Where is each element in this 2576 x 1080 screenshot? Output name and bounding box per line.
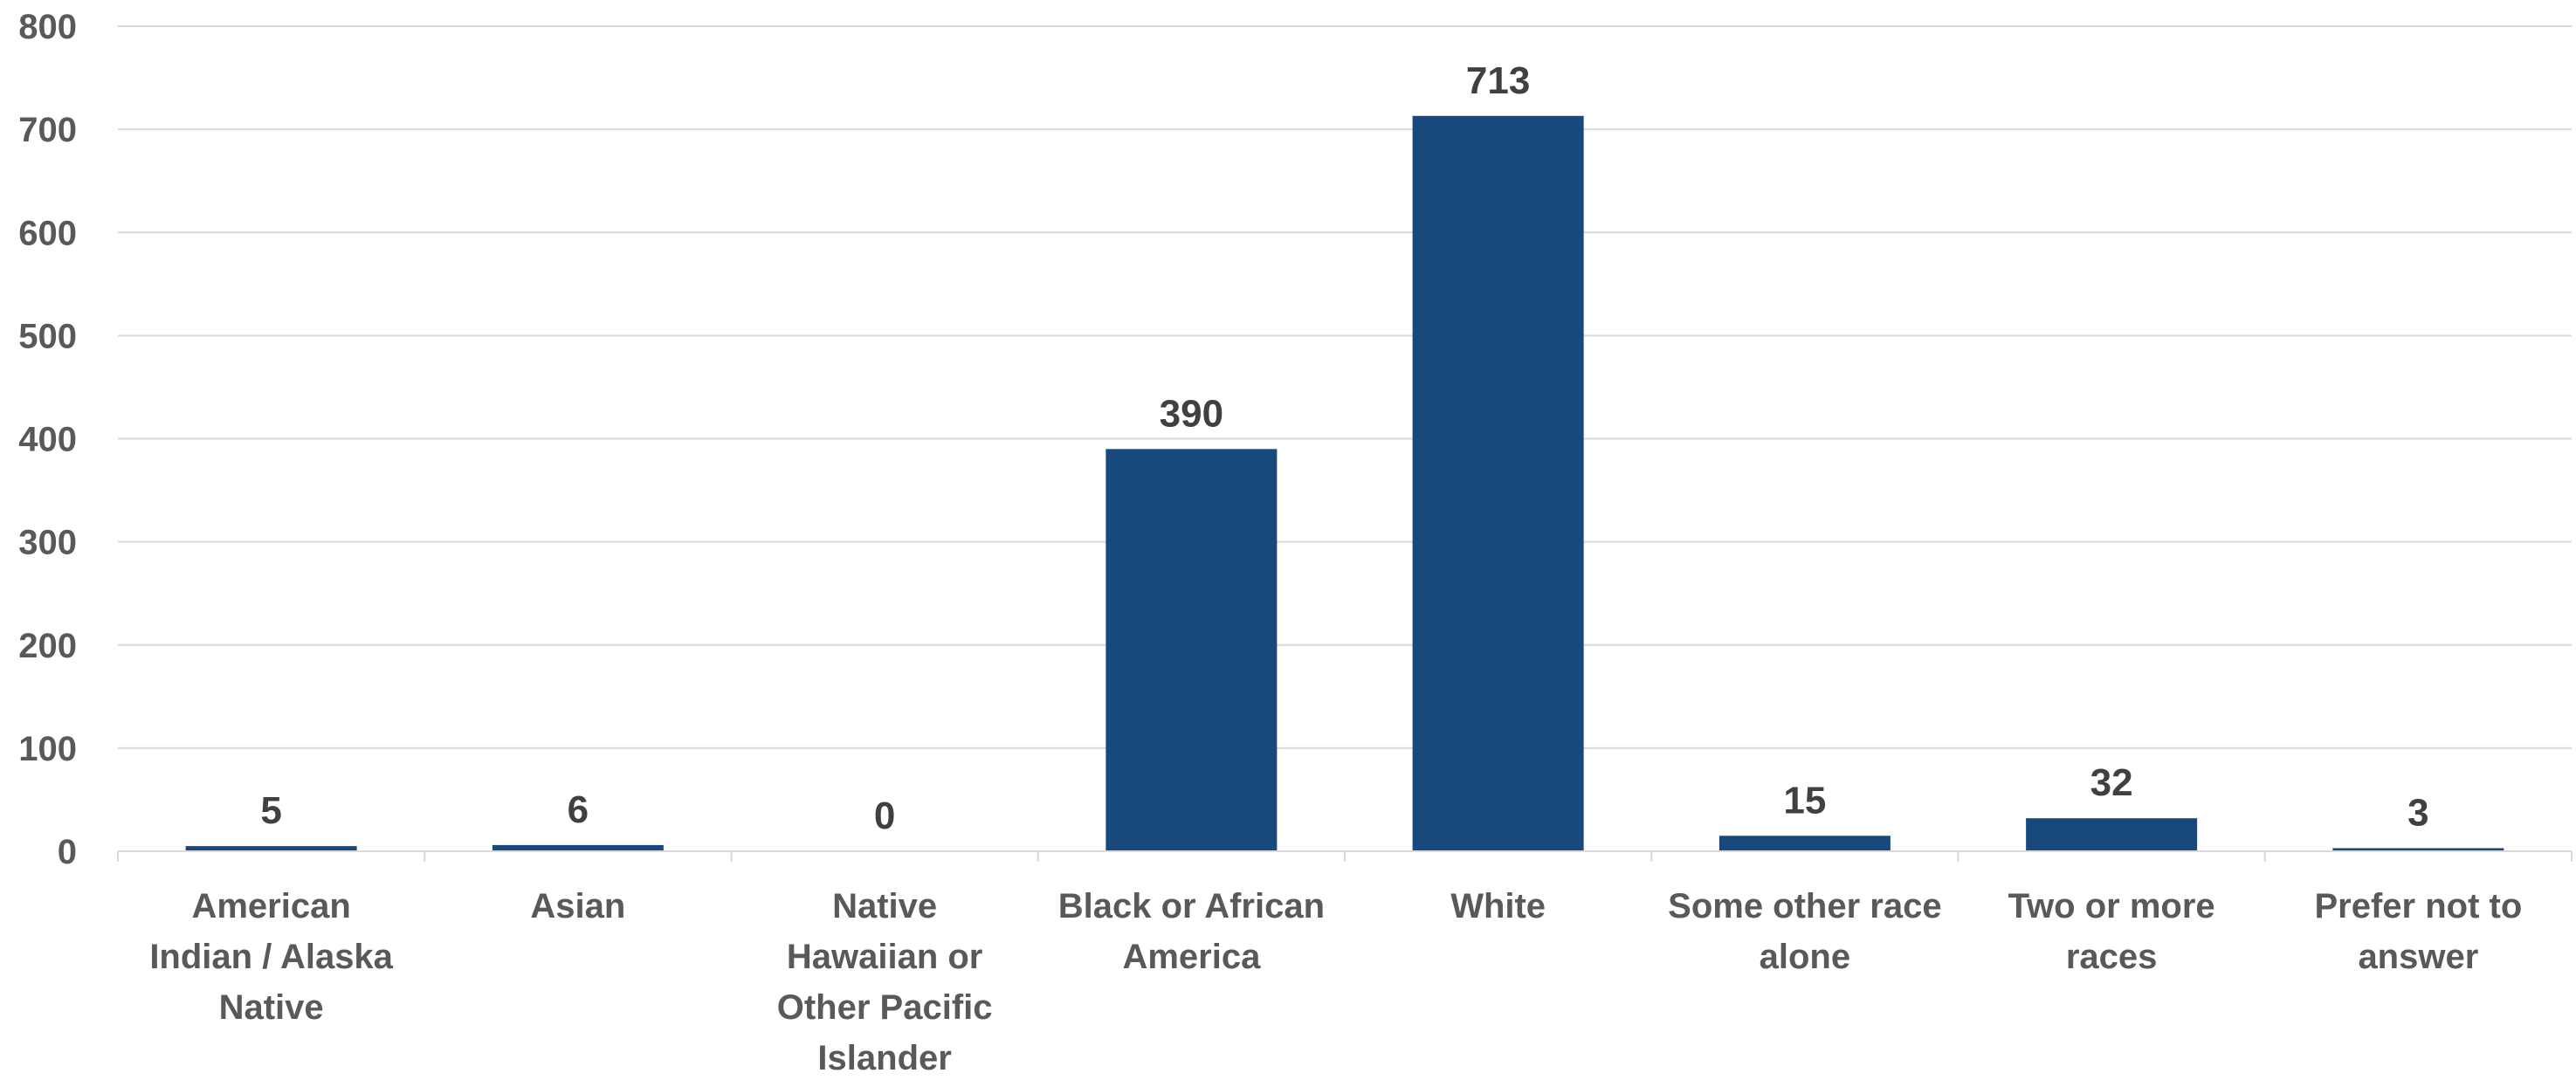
category-label-line: Other Pacific <box>777 988 993 1027</box>
bar <box>492 844 664 851</box>
category-label-line: Two or more <box>2008 887 2215 925</box>
y-tick-label: 500 <box>18 317 77 355</box>
bar <box>1105 449 1278 851</box>
data-label: 0 <box>874 795 895 837</box>
category-label-line: Black or African <box>1058 887 1325 925</box>
category-label-line: Some other race <box>1668 887 1941 925</box>
category-label: Native Hawaiian or Other Pacific Islander <box>777 887 993 1077</box>
category-label-line: Native <box>832 887 937 925</box>
category-label-line: alone <box>1760 938 1850 976</box>
y-tick-label: 300 <box>18 524 77 562</box>
category-label-line: Native <box>219 988 324 1027</box>
y-tick-label: 0 <box>58 833 77 871</box>
category-labels: American Indian / Alaska Native Asian Native… <box>149 887 2522 1077</box>
data-label: 6 <box>568 788 589 831</box>
data-labels: 5 6 0 390 713 15 32 3 <box>260 59 2428 837</box>
data-label: 15 <box>1783 779 1826 822</box>
data-label: 713 <box>1466 59 1530 102</box>
category-label-line: White <box>1450 887 1546 925</box>
category-label: Two or more races <box>2008 887 2215 976</box>
category-label: Black or African America <box>1058 887 1325 976</box>
y-tick-label: 600 <box>18 214 77 252</box>
category-label-line: races <box>2066 938 2158 976</box>
data-label: 5 <box>260 789 281 832</box>
category-label: American Indian / Alaska Native <box>149 887 393 1027</box>
y-tick-label: 700 <box>18 111 77 149</box>
category-label: Asian <box>530 887 625 925</box>
bar <box>2026 818 2198 851</box>
bar <box>185 846 357 851</box>
category-label-line: Prefer not to <box>2314 887 2522 925</box>
bar <box>2332 848 2504 851</box>
category-label: White <box>1450 887 1546 925</box>
category-label-line: America <box>1122 938 1261 976</box>
y-axis-tick-labels: 0 100 200 300 400 500 600 700 800 <box>18 8 77 871</box>
y-tick-label: 800 <box>18 8 77 46</box>
x-axis <box>117 850 2573 862</box>
category-label-line: Islander <box>817 1039 951 1077</box>
category-label: Some other race alone <box>1668 887 1941 976</box>
category-label-line: Indian / Alaska <box>149 938 393 976</box>
category-label-line: answer <box>2358 938 2478 976</box>
gridlines <box>118 25 2572 749</box>
y-tick-label: 200 <box>18 627 77 665</box>
category-label-line: Asian <box>530 887 625 925</box>
category-label-line: American <box>191 887 350 925</box>
category-label-line: Hawaiian or <box>787 938 983 976</box>
category-label: Prefer not to answer <box>2314 887 2522 976</box>
y-tick-label: 100 <box>18 730 77 768</box>
bars <box>185 115 2504 852</box>
bar <box>1718 836 1891 851</box>
data-label: 390 <box>1160 392 1223 435</box>
data-label: 32 <box>2090 761 2133 804</box>
bar <box>1412 115 1584 852</box>
data-label: 3 <box>2407 791 2428 834</box>
y-tick-label: 400 <box>18 421 77 459</box>
